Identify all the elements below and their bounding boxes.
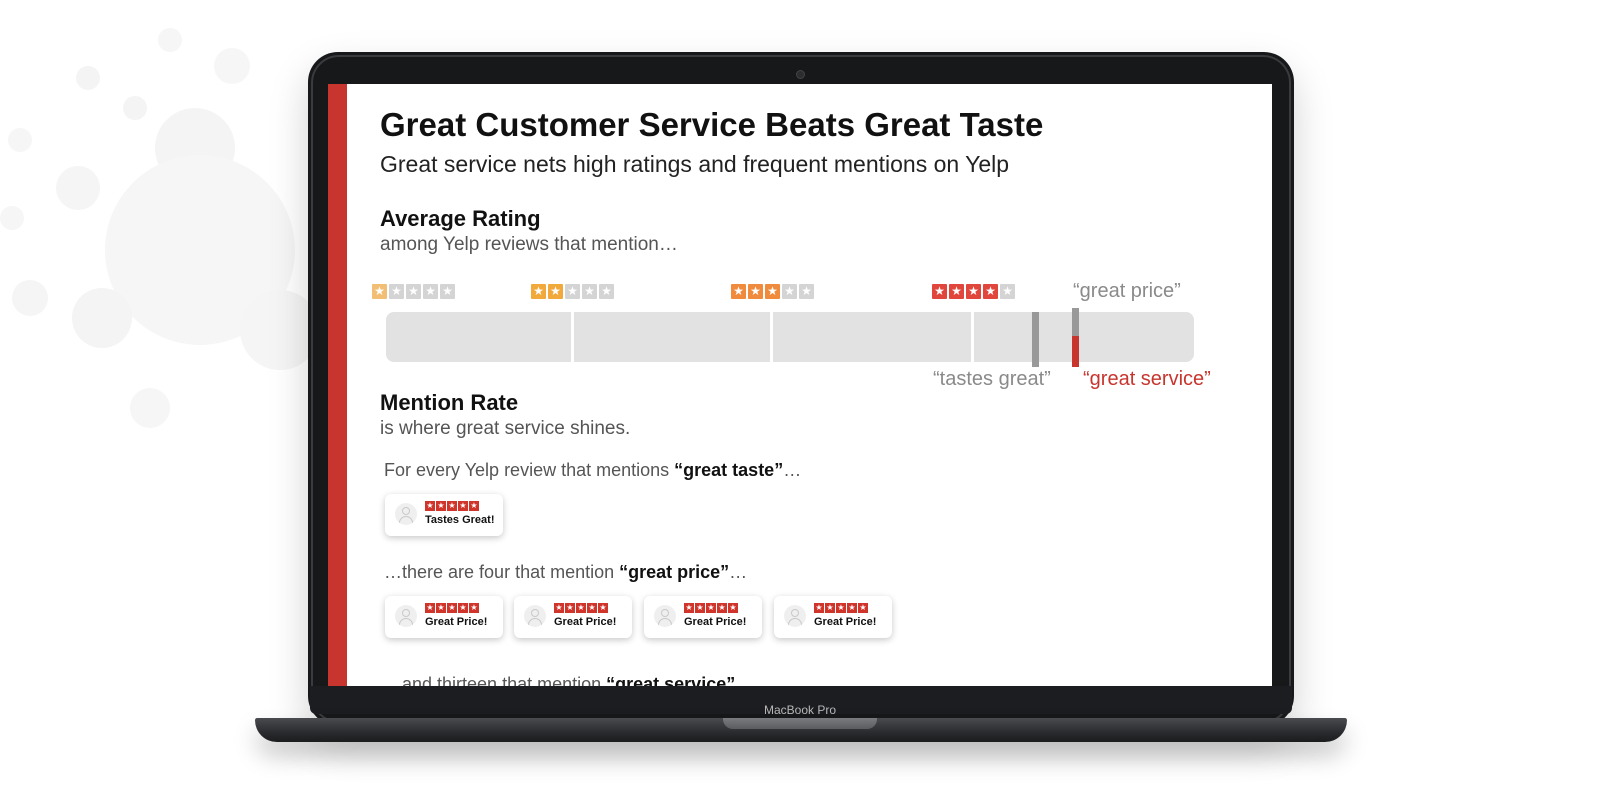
scale-divider [770, 312, 773, 362]
star-icon: ★ [440, 284, 455, 299]
great-price-label: “great price” [1073, 280, 1181, 302]
review-card-label: Great Price! [554, 616, 617, 628]
background-bubbles-decoration [0, 28, 320, 428]
two-star-scale-label: ★ ★ ★ ★ ★ [531, 284, 614, 299]
great-service-marker [1072, 336, 1079, 367]
mention-rate-subheading: is where great service shines. [380, 418, 631, 439]
five-star-rating-icon: ★ ★ ★ ★ ★ [814, 603, 868, 613]
page-subtitle: Great service nets high ratings and freq… [380, 151, 1010, 177]
star-icon: ★ [799, 284, 814, 299]
star-icon: ★ [932, 284, 947, 299]
review-card-tastes-great: ★ ★ ★ ★ ★ Tastes Great! [385, 494, 503, 536]
one-star-scale-label: ★ ★ ★ ★ ★ [372, 284, 455, 299]
review-card-label: Great Price! [425, 616, 488, 628]
review-card-label: Tastes Great! [425, 514, 495, 526]
five-star-rating-icon: ★ ★ ★ ★ ★ [425, 603, 479, 613]
star-icon: ★ [548, 284, 563, 299]
avatar-icon [784, 605, 806, 627]
star-icon: ★ [599, 284, 614, 299]
tastes-great-label: “tastes great” [933, 368, 1051, 390]
accent-bar [328, 84, 347, 686]
avatar-icon [395, 605, 417, 627]
scale-divider [571, 312, 574, 362]
four-star-scale-label: ★ ★ ★ ★ ★ [932, 284, 1015, 299]
great-price-intro: …there are four that mention “great pric… [384, 562, 748, 582]
star-icon: ★ [983, 284, 998, 299]
star-icon: ★ [531, 284, 546, 299]
review-card-great-price: ★ ★ ★ ★ ★ Great Price! [644, 596, 762, 638]
great-taste-intro: For every Yelp review that mentions “gre… [384, 460, 802, 480]
star-icon: ★ [748, 284, 763, 299]
star-icon: ★ [765, 284, 780, 299]
star-icon: ★ [1000, 284, 1015, 299]
review-card-label: Great Price! [814, 616, 877, 628]
star-icon: ★ [731, 284, 746, 299]
star-icon: ★ [782, 284, 797, 299]
scale-divider [971, 312, 974, 362]
star-icon: ★ [949, 284, 964, 299]
three-star-scale-label: ★ ★ ★ ★ ★ [731, 284, 814, 299]
great-service-intro-partial: …and thirteen that mention “great servic… [384, 674, 736, 686]
avatar-icon [395, 503, 417, 525]
star-icon: ★ [406, 284, 421, 299]
review-card-label: Great Price! [684, 616, 747, 628]
laptop-screen: Great Customer Service Beats Great Taste… [328, 84, 1272, 686]
device-model-label: MacBook Pro [763, 703, 837, 717]
review-card-great-price: ★ ★ ★ ★ ★ Great Price! [514, 596, 632, 638]
five-star-rating-icon: ★ ★ ★ ★ ★ [684, 603, 738, 613]
webcam-icon [796, 70, 805, 79]
mention-rate-heading: Mention Rate [380, 390, 519, 415]
rating-scale-track [386, 312, 1194, 362]
star-icon: ★ [565, 284, 580, 299]
tastes-great-marker [1032, 312, 1039, 367]
star-icon: ★ [372, 284, 387, 299]
star-icon: ★ [389, 284, 404, 299]
great-service-label: “great service” [1083, 368, 1211, 390]
avatar-icon [654, 605, 676, 627]
star-icon: ★ [423, 284, 438, 299]
star-icon: ★ [582, 284, 597, 299]
five-star-rating-icon: ★ ★ ★ ★ ★ [425, 501, 479, 511]
avatar-icon [524, 605, 546, 627]
five-star-rating-icon: ★ ★ ★ ★ ★ [554, 603, 608, 613]
great-price-marker [1072, 308, 1079, 336]
review-card-great-price: ★ ★ ★ ★ ★ Great Price! [385, 596, 503, 638]
page-title: Great Customer Service Beats Great Taste [380, 106, 1044, 143]
average-rating-subheading: among Yelp reviews that mention… [380, 234, 678, 255]
average-rating-heading: Average Rating [380, 206, 541, 231]
star-icon: ★ [966, 284, 981, 299]
laptop-opening-notch [723, 718, 877, 729]
review-card-great-price: ★ ★ ★ ★ ★ Great Price! [774, 596, 892, 638]
laptop-screen-chin [310, 686, 1292, 714]
